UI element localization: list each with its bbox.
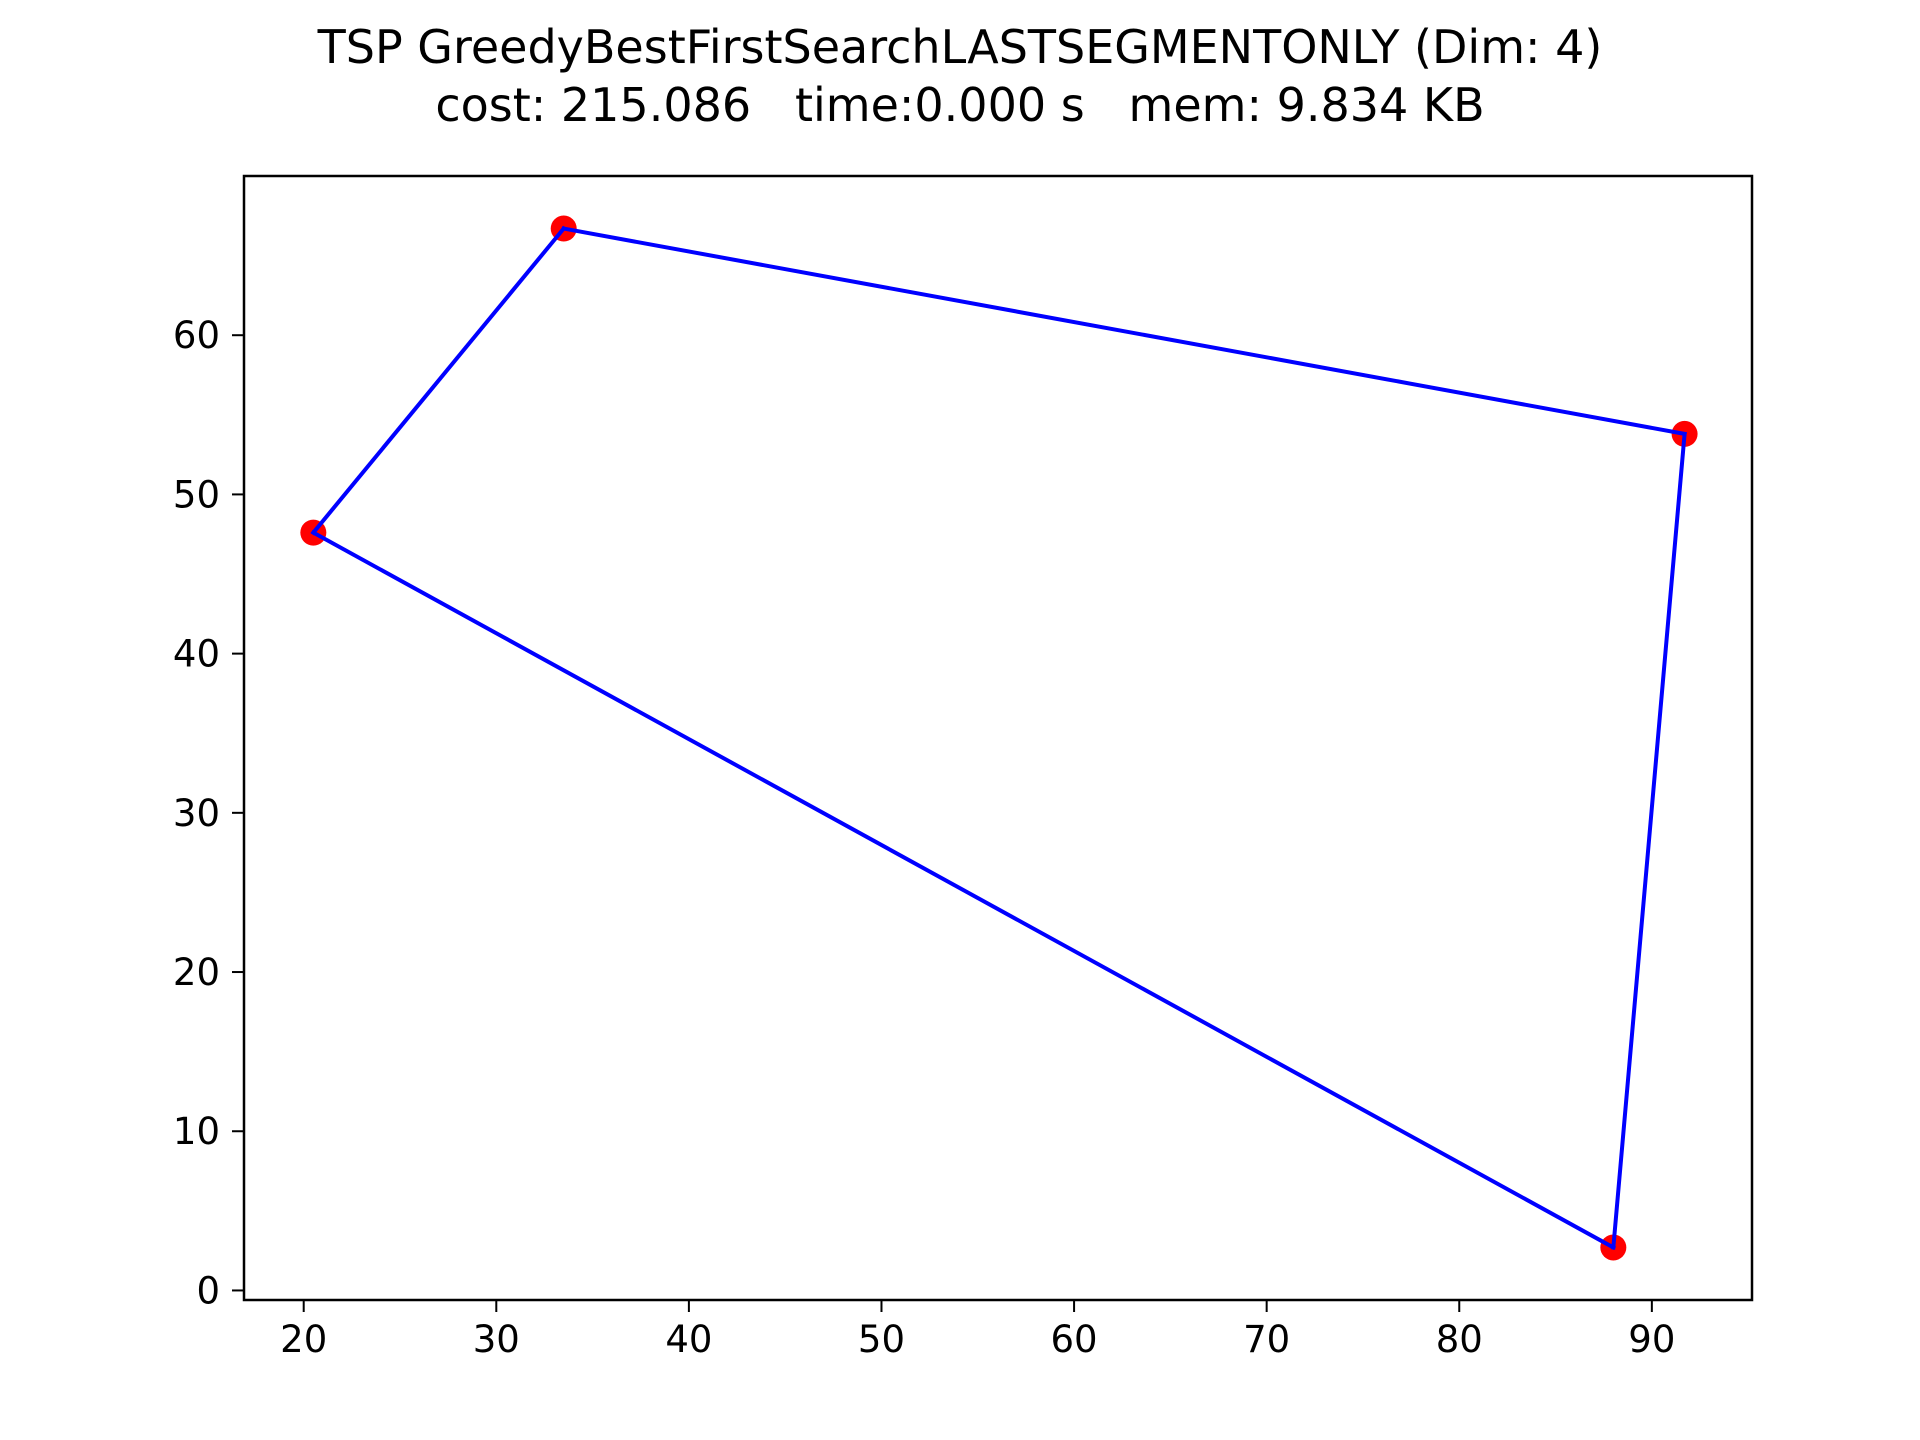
route-segment-3 (310, 529, 1617, 1251)
chart-title: TSP GreedyBestFirstSearchLASTSEGMENTONLY… (317, 20, 1603, 74)
y-tick-label: 0 (196, 1269, 220, 1312)
y-tick-label: 60 (173, 314, 220, 357)
y-tick-label: 30 (173, 792, 220, 835)
y-axis-ticks: 0 10 20 30 40 50 60 (173, 314, 244, 1312)
y-tick-label: 40 (173, 633, 220, 676)
x-tick-label: 80 (1436, 1318, 1483, 1361)
route-segment-2 (1611, 431, 1687, 1250)
y-tick-label: 20 (173, 951, 220, 994)
plot-marks (300, 215, 1698, 1261)
chart-title-block: TSP GreedyBestFirstSearchLASTSEGMENTONLY… (0, 18, 1920, 134)
y-tick-label: 50 (173, 473, 220, 516)
x-tick-label: 20 (280, 1318, 327, 1361)
x-tick-label: 40 (665, 1318, 712, 1361)
x-tick-label: 90 (1628, 1318, 1675, 1361)
y-tick-label: 10 (173, 1110, 220, 1153)
route-segment-1 (561, 226, 1687, 437)
axes-frame (242, 174, 1754, 1302)
x-tick-label: 30 (473, 1318, 520, 1361)
route-segment-0 (310, 225, 567, 536)
x-tick-label: 70 (1243, 1318, 1290, 1361)
x-axis-ticks: 20 30 40 50 60 70 80 90 (280, 1300, 1675, 1361)
x-tick-label: 50 (858, 1318, 905, 1361)
x-tick-label: 60 (1051, 1318, 1098, 1361)
chart-subtitle: cost: 215.086 time:0.000 s mem: 9.834 KB (435, 78, 1485, 132)
